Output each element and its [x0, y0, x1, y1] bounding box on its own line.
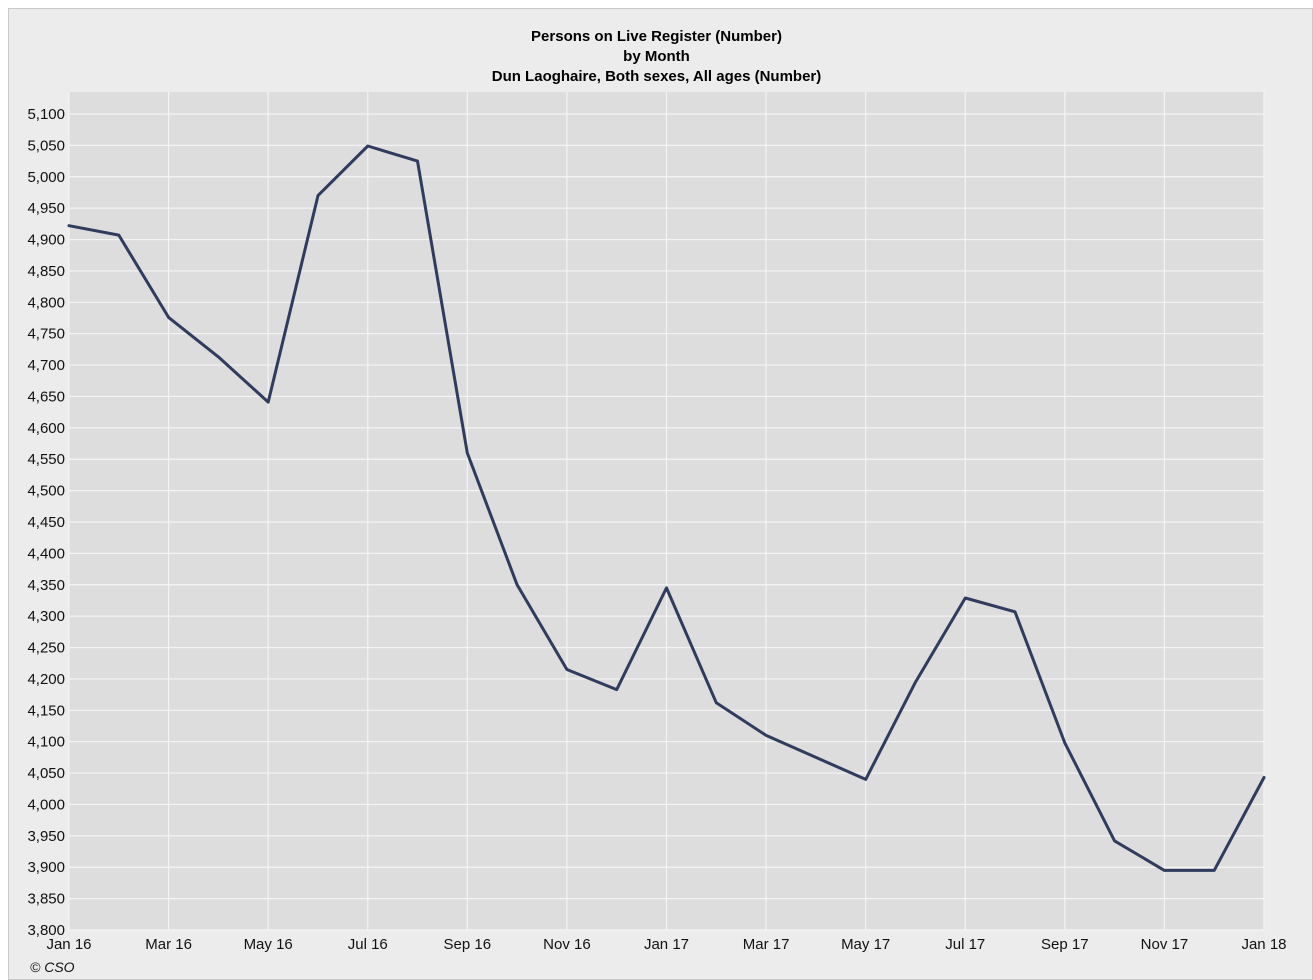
x-tick-label: May 17	[841, 936, 890, 953]
y-tick-label: 4,500	[27, 483, 65, 500]
x-tick-label: Sep 16	[444, 936, 492, 953]
x-tick-label: Jan 17	[644, 936, 689, 953]
y-tick-label: 4,900	[27, 232, 65, 249]
chart-title: Persons on Live Register (Number)	[531, 28, 782, 45]
y-axis-ticks: 3,800 3,850 3,900 3,950 4,000 4,050 4,100 4,150…	[27, 106, 65, 939]
y-tick-label: 4,350	[27, 577, 65, 594]
y-tick-label: 4,450	[27, 514, 65, 531]
series-layer	[67, 144, 1266, 872]
x-tick-label: Jan 16	[46, 936, 91, 953]
x-axis-ticks: Jan 16 Mar 16 May 16 Jul 16 Sep 16 Nov 16 Jan …	[46, 936, 1286, 953]
y-tick-label: 4,750	[27, 326, 65, 343]
copyright-label: © CSO	[30, 959, 75, 975]
x-tick-label: Mar 16	[145, 936, 192, 953]
y-tick-label: 4,050	[27, 765, 65, 782]
x-tick-label: Jul 16	[348, 936, 388, 953]
y-tick-label: 4,950	[27, 200, 65, 217]
y-tick-label: 3,850	[27, 891, 65, 908]
y-tick-label: 4,800	[27, 294, 65, 311]
y-tick-label: 4,100	[27, 734, 65, 751]
y-tick-label: 4,650	[27, 388, 65, 405]
chart-subtitle-2: Dun Laoghaire, Both sexes, All ages (Num…	[491, 68, 822, 85]
y-tick-label: 3,800	[27, 922, 65, 939]
y-tick-label: 4,700	[27, 357, 65, 374]
x-tick-label: Mar 17	[743, 936, 790, 953]
y-tick-label: 4,000	[27, 796, 65, 813]
y-tick-label: 4,400	[27, 545, 65, 562]
y-tick-label: 4,250	[27, 640, 65, 657]
y-tick-label: 4,550	[27, 451, 65, 468]
x-tick-label: Jul 17	[945, 936, 985, 953]
x-tick-label: Jan 18	[1241, 936, 1286, 953]
x-tick-label: Nov 16	[543, 936, 591, 953]
gridlines	[68, 92, 1265, 931]
y-tick-label: 4,150	[27, 702, 65, 719]
y-tick-label: 4,300	[27, 608, 65, 625]
y-tick-label: 5,000	[27, 169, 65, 186]
y-tick-label: 3,950	[27, 828, 65, 845]
x-tick-label: Sep 17	[1041, 936, 1089, 953]
y-tick-label: 4,200	[27, 671, 65, 688]
y-tick-label: 4,600	[27, 420, 65, 437]
chart-subtitle-1: by Month	[623, 48, 690, 65]
x-tick-label: Nov 17	[1141, 936, 1189, 953]
y-tick-label: 4,850	[27, 263, 65, 280]
series-line	[67, 144, 1266, 872]
y-tick-label: 3,900	[27, 859, 65, 876]
y-tick-label: 5,050	[27, 137, 65, 154]
x-tick-label: May 16	[244, 936, 293, 953]
y-tick-label: 5,100	[27, 106, 65, 123]
